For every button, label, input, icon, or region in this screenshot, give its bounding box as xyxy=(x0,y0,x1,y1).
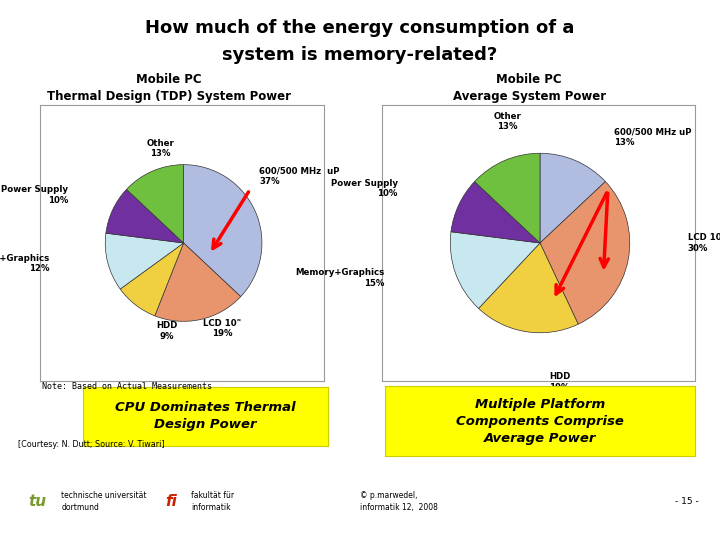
Text: Mobile PC: Mobile PC xyxy=(136,73,202,86)
Text: tu: tu xyxy=(29,494,47,509)
Text: CPU Dominates Thermal
Design Power: CPU Dominates Thermal Design Power xyxy=(115,401,295,431)
Wedge shape xyxy=(127,165,184,243)
Text: LCD 10"
19%: LCD 10" 19% xyxy=(203,319,241,338)
Text: fakultät für
informatik: fakultät für informatik xyxy=(191,491,234,511)
Wedge shape xyxy=(105,233,184,289)
Text: 600/500 MHz uP
13%: 600/500 MHz uP 13% xyxy=(614,127,692,147)
Text: Other
13%: Other 13% xyxy=(493,112,521,131)
Text: [Courtesy: N. Dutt; Source: V. Tiwari]: [Courtesy: N. Dutt; Source: V. Tiwari] xyxy=(18,440,165,449)
Text: 600/500 MHz  uP
37%: 600/500 MHz uP 37% xyxy=(259,167,340,186)
Text: Memory+Graphics
12%: Memory+Graphics 12% xyxy=(0,254,50,273)
Wedge shape xyxy=(120,243,184,316)
Text: Mobile PC: Mobile PC xyxy=(496,73,562,86)
Text: Power Supply
10%: Power Supply 10% xyxy=(1,185,68,205)
Wedge shape xyxy=(155,243,240,321)
Text: system is memory-related?: system is memory-related? xyxy=(222,46,498,64)
Text: How much of the energy consumption of a: How much of the energy consumption of a xyxy=(145,19,575,37)
Wedge shape xyxy=(540,181,630,324)
Text: fi: fi xyxy=(166,494,177,509)
Text: Note: Based on Actual Measurements: Note: Based on Actual Measurements xyxy=(42,382,212,391)
Wedge shape xyxy=(106,190,184,243)
Text: Average System Power: Average System Power xyxy=(453,90,606,103)
Text: technische universität
dortmund: technische universität dortmund xyxy=(61,491,147,511)
Text: Memory+Graphics
15%: Memory+Graphics 15% xyxy=(295,268,384,288)
Wedge shape xyxy=(450,232,540,308)
Wedge shape xyxy=(474,153,540,243)
Wedge shape xyxy=(540,153,606,243)
Text: - 15 -: - 15 - xyxy=(675,497,698,505)
Wedge shape xyxy=(479,243,578,333)
Text: Power Supply
10%: Power Supply 10% xyxy=(330,179,397,198)
Wedge shape xyxy=(184,165,262,296)
Text: © p.marwedel,
informatik 12,  2008: © p.marwedel, informatik 12, 2008 xyxy=(360,491,438,511)
Text: HDD
9%: HDD 9% xyxy=(156,321,178,341)
Text: Thermal Design (TDP) System Power: Thermal Design (TDP) System Power xyxy=(48,90,291,103)
Text: Other
13%: Other 13% xyxy=(147,139,174,158)
Text: Multiple Platform
Components Comprise
Average Power: Multiple Platform Components Comprise Av… xyxy=(456,397,624,445)
Wedge shape xyxy=(451,181,540,243)
Text: LCD 10"
30%: LCD 10" 30% xyxy=(688,233,720,253)
Text: HDD
19%: HDD 19% xyxy=(549,372,570,391)
